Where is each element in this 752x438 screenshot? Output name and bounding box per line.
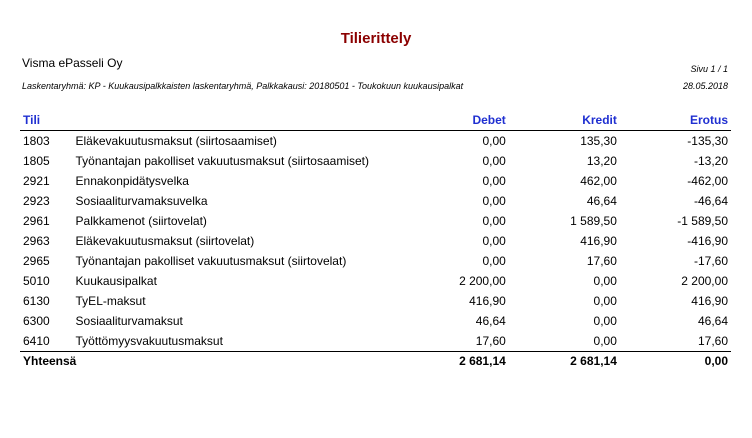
- cell-erotus: -1 589,50: [677, 214, 728, 228]
- cell-account: 2963: [23, 234, 50, 248]
- cell-debet: 0,00: [482, 254, 506, 268]
- table-row: 6130 TyEL-maksut 416,90 0,00 416,90: [20, 291, 731, 311]
- cell-erotus: -46,64: [693, 194, 728, 208]
- cell-debet: 0,00: [482, 194, 506, 208]
- cell-debet: 0,00: [482, 134, 506, 148]
- table-row: 2965 Työnantajan pakolliset vakuutusmaksu…: [20, 251, 731, 271]
- cell-kredit: 0,00: [593, 314, 617, 328]
- table-body: 1803 Eläkevakuutusmaksut (siirtosaamiset)…: [20, 131, 731, 352]
- page-number: Sivu 1 / 1: [690, 64, 728, 74]
- cell-account: 6410: [23, 334, 50, 348]
- cell-account: 2923: [23, 194, 50, 208]
- table-row: 6300 Sosiaaliturvamaksut 46,64 0,00 46,64: [20, 311, 731, 331]
- cell-erotus: -462,00: [687, 174, 728, 188]
- cell-erotus: -17,60: [693, 254, 728, 268]
- report-date: 28.05.2018: [682, 81, 728, 91]
- header-name: [72, 111, 398, 131]
- cell-kredit: 46,64: [586, 194, 617, 208]
- total-label: Yhteensä: [20, 351, 398, 370]
- cell-account: 5010: [23, 274, 50, 288]
- total-erotus: 0,00: [619, 351, 731, 370]
- cell-account-name: Eläkevakuutusmaksut (siirtosaamiset): [75, 134, 277, 148]
- header-kredit: Kredit: [508, 111, 620, 131]
- cell-erotus: 2 200,00: [681, 274, 728, 288]
- cell-account-name: Sosiaaliturvamaksut: [75, 314, 183, 328]
- cell-debet: 17,60: [475, 334, 506, 348]
- cell-kredit: 0,00: [593, 274, 617, 288]
- cell-kredit: 416,90: [580, 234, 617, 248]
- cell-kredit: 0,00: [593, 294, 617, 308]
- cell-debet: 0,00: [482, 154, 506, 168]
- cell-account: 2961: [23, 214, 50, 228]
- table-row: 2923 Sosiaaliturvamaksuvelka 0,00 46,64 -46,…: [20, 191, 731, 211]
- cell-debet: 416,90: [469, 294, 506, 308]
- cell-kredit: 1 589,50: [570, 214, 617, 228]
- cell-account: 1805: [23, 154, 50, 168]
- table-row: 2921 Ennakonpidätysvelka 0,00 462,00 -462,00: [20, 171, 731, 191]
- cell-debet: 0,00: [482, 234, 506, 248]
- cell-kredit: 462,00: [580, 174, 617, 188]
- cell-account: 6300: [23, 314, 50, 328]
- header-account: Tili: [20, 111, 73, 131]
- cell-account-name: Sosiaaliturvamaksuvelka: [75, 194, 208, 208]
- header-erotus: Erotus: [619, 111, 731, 131]
- table-row: 6410 Työttömyysvakuutusmaksut 17,60 0,00 17,…: [20, 331, 731, 352]
- cell-kredit: 17,60: [586, 254, 617, 268]
- cell-account-name: TyEL-maksut: [75, 294, 146, 308]
- cell-erotus: -416,90: [687, 234, 728, 248]
- cell-account-name: Eläkevakuutusmaksut (siirtovelat): [75, 234, 255, 248]
- cell-account: 2921: [23, 174, 50, 188]
- cell-erotus: -135,30: [687, 134, 728, 148]
- table-row: 1805 Työnantajan pakolliset vakuutusmaksu…: [20, 151, 731, 171]
- total-debet: 2 681,14: [397, 351, 509, 370]
- report-meta: Laskentaryhmä: KP - Kuukausipalkkaisten …: [22, 81, 464, 91]
- header-debet: Debet: [397, 111, 509, 131]
- cell-account-name: Työnantajan pakolliset vakuutusmaksut (s…: [75, 154, 369, 168]
- table-row: 2961 Palkkamenot (siirtovelat) 0,00 1 589,5…: [20, 211, 731, 231]
- company-name: Visma ePasseli Oy: [22, 56, 123, 70]
- table-row: 2963 Eläkevakuutusmaksut (siirtovelat) 0,0…: [20, 231, 731, 251]
- table-header-row: Tili Debet Kredit Erotus: [20, 111, 731, 131]
- cell-erotus: -13,20: [693, 154, 728, 168]
- cell-account-name: Työttömyysvakuutusmaksut: [75, 334, 223, 348]
- cell-debet: 46,64: [475, 314, 506, 328]
- report-title: Tilierittely: [340, 30, 412, 47]
- cell-account: 2965: [23, 254, 50, 268]
- cell-kredit: 13,20: [586, 154, 617, 168]
- cell-account-name: Kuukausipalkat: [75, 274, 157, 288]
- cell-kredit: 0,00: [593, 334, 617, 348]
- cell-erotus: 46,64: [697, 314, 728, 328]
- cell-account-name: Työnantajan pakolliset vakuutusmaksut (s…: [75, 254, 347, 268]
- cell-account: 1803: [23, 134, 50, 148]
- table-row: 5010 Kuukausipalkat 2 200,00 0,00 2 200,00: [20, 271, 731, 291]
- cell-erotus: 416,90: [691, 294, 728, 308]
- cell-erotus: 17,60: [697, 334, 728, 348]
- total-row: Yhteensä 2 681,14 2 681,14 0,00: [20, 351, 731, 370]
- cell-kredit: 135,30: [580, 134, 617, 148]
- cell-debet: 0,00: [482, 214, 506, 228]
- cell-account-name: Palkkamenot (siirtovelat): [75, 214, 207, 228]
- total-kredit: 2 681,14: [508, 351, 620, 370]
- cell-debet: 2 200,00: [459, 274, 506, 288]
- table-row: 1803 Eläkevakuutusmaksut (siirtosaamiset)…: [20, 131, 731, 152]
- cell-account-name: Ennakonpidätysvelka: [75, 174, 189, 188]
- cell-debet: 0,00: [482, 174, 506, 188]
- cell-account: 6130: [23, 294, 50, 308]
- account-table: Tili Debet Kredit Erotus 1803 Eläkevakuut…: [20, 111, 731, 370]
